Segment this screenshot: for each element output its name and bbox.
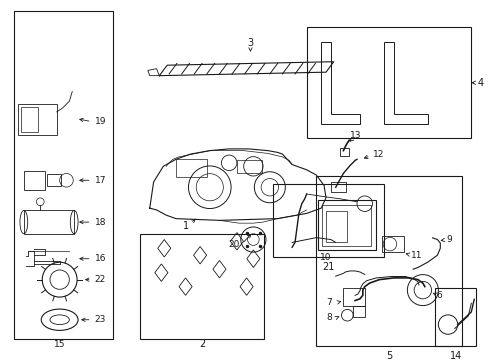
Text: 5: 5 <box>385 351 391 360</box>
Text: 11: 11 <box>410 251 422 260</box>
Bar <box>325 211 346 242</box>
Bar <box>382 236 403 252</box>
Text: 4: 4 <box>476 78 482 88</box>
Bar <box>24 171 45 190</box>
Bar <box>21 107 38 132</box>
Bar <box>330 182 346 192</box>
Text: 10: 10 <box>320 253 331 262</box>
Text: 21: 21 <box>322 262 334 272</box>
Bar <box>47 175 61 186</box>
Bar <box>18 104 57 135</box>
Text: 3: 3 <box>247 37 253 48</box>
Bar <box>140 234 264 339</box>
Text: 17: 17 <box>94 176 106 185</box>
Text: 14: 14 <box>449 351 461 360</box>
Text: 2: 2 <box>199 339 205 349</box>
Bar <box>318 200 376 250</box>
Bar <box>306 27 470 139</box>
Bar <box>236 160 262 173</box>
Text: 7: 7 <box>325 298 331 307</box>
Bar <box>322 206 370 246</box>
Text: 18: 18 <box>94 217 106 226</box>
Text: 6: 6 <box>435 291 441 300</box>
Bar <box>272 184 384 257</box>
Text: 23: 23 <box>94 315 106 324</box>
Bar <box>14 11 113 339</box>
Text: 20: 20 <box>228 240 239 249</box>
Bar <box>339 148 348 156</box>
Text: 9: 9 <box>445 235 451 244</box>
Bar <box>176 159 206 177</box>
Text: 12: 12 <box>372 150 383 159</box>
Bar <box>343 288 364 306</box>
Bar <box>435 288 475 346</box>
Bar <box>352 306 364 317</box>
Text: 13: 13 <box>349 131 361 140</box>
Text: 22: 22 <box>94 275 105 284</box>
Text: 16: 16 <box>94 254 106 263</box>
Text: 1: 1 <box>182 221 188 231</box>
Text: 19: 19 <box>94 117 106 126</box>
Text: 15: 15 <box>54 339 65 348</box>
Bar <box>316 176 461 346</box>
Text: 8: 8 <box>325 314 331 323</box>
Bar <box>24 211 74 234</box>
